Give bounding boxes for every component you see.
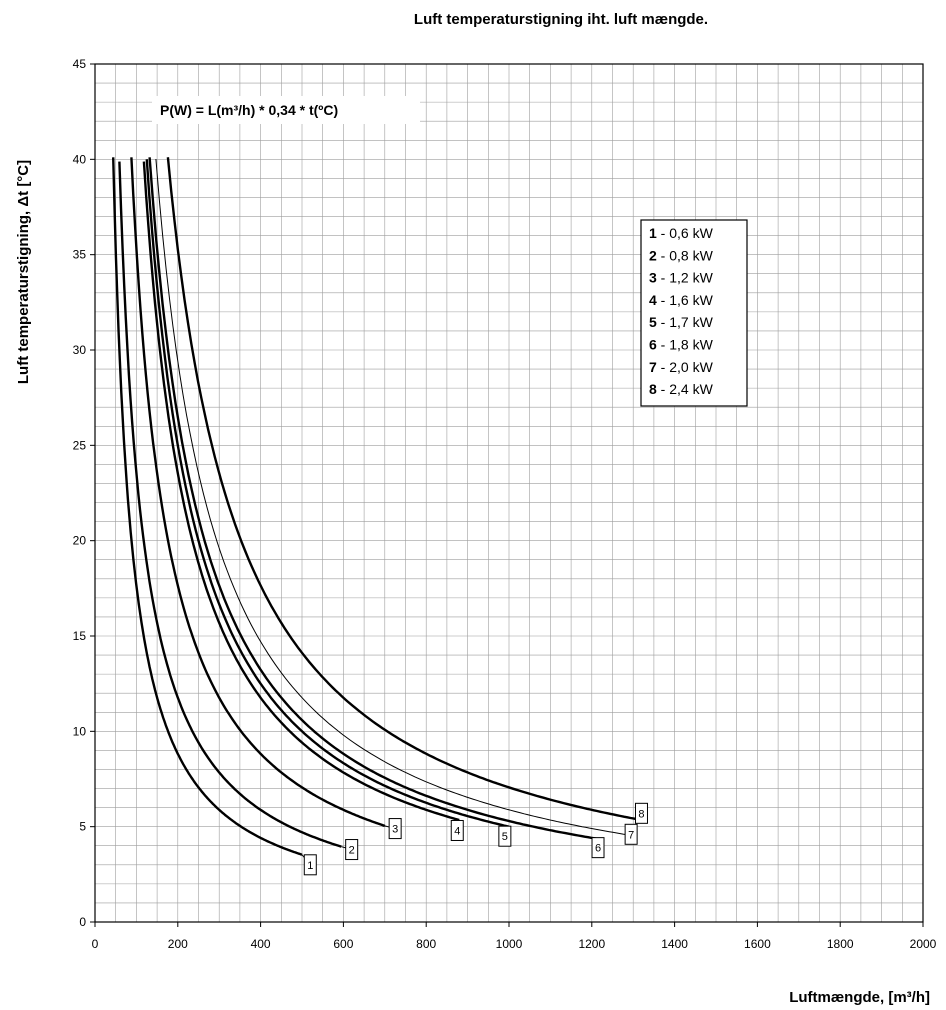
x-tick-label: 1000 bbox=[496, 937, 523, 951]
curve-5 bbox=[145, 159, 510, 828]
legend-entry: 1 - 0,6 kW bbox=[649, 225, 714, 241]
legend-entry-value: - 2,0 kW bbox=[657, 359, 714, 375]
curve-label-box bbox=[624, 823, 638, 845]
legend-entry-number: 4 bbox=[649, 292, 657, 308]
y-axis-label: Luft temperaturstigning, Δt [°C] bbox=[15, 160, 32, 384]
x-tick-label: 600 bbox=[333, 937, 353, 951]
formula-box bbox=[152, 96, 420, 124]
curve-6 bbox=[148, 157, 605, 842]
x-tick-label: 0 bbox=[92, 937, 99, 951]
legend: 1 - 0,6 kW2 - 0,8 kW3 - 1,2 kW4 - 1,6 kW… bbox=[640, 219, 748, 407]
curve-label-box bbox=[388, 818, 402, 840]
legend-entry-number: 6 bbox=[649, 337, 657, 353]
legend-entry: 7 - 2,0 kW bbox=[649, 359, 714, 375]
y-tick-label: 45 bbox=[73, 57, 87, 71]
x-tick-labels: 0 200 400 600 800 1000 1200 1400 1600 1800 2000 bbox=[92, 922, 937, 951]
x-tick-label: 200 bbox=[168, 937, 188, 951]
x-tick-label: 400 bbox=[251, 937, 271, 951]
y-tick-label: 0 bbox=[79, 915, 86, 929]
legend-entry: 3 - 1,2 kW bbox=[649, 270, 714, 286]
y-tick-label: 35 bbox=[73, 248, 87, 262]
legend-entry-value: - 0,6 kW bbox=[657, 225, 714, 241]
curve-7 bbox=[155, 158, 634, 837]
curve-label-box bbox=[345, 839, 359, 861]
x-tick-label: 1400 bbox=[661, 937, 688, 951]
chart-title: Luft temperaturstigning iht. luft mængde… bbox=[414, 11, 708, 28]
legend-entry: 6 - 1,8 kW bbox=[649, 337, 714, 353]
curve-label-7: 7 bbox=[628, 829, 634, 841]
legend-entry-number: 1 bbox=[649, 225, 657, 241]
y-tick-label: 10 bbox=[73, 724, 87, 738]
y-tick-label: 40 bbox=[73, 152, 87, 166]
curve-label-4: 4 bbox=[454, 825, 460, 837]
curves bbox=[112, 157, 638, 856]
legend-entry-number: 2 bbox=[649, 247, 657, 263]
curve-label-box bbox=[450, 819, 464, 841]
curve-2 bbox=[118, 161, 342, 848]
legend-entry-value: - 0,8 kW bbox=[657, 247, 714, 263]
y-tick-labels: 0 5 10 15 20 25 30 35 40 45 bbox=[73, 57, 95, 929]
legend-entry-value: - 2,4 kW bbox=[657, 381, 714, 397]
curve-end-labels: 1 2 3 4 5 6 78 bbox=[301, 802, 648, 876]
x-tick-label: 1600 bbox=[744, 937, 771, 951]
legend-entry-value: - 1,2 kW bbox=[657, 270, 714, 286]
curve-8 bbox=[166, 157, 638, 821]
y-tick-label: 30 bbox=[73, 343, 87, 357]
legend-entry: 5 - 1,7 kW bbox=[649, 314, 714, 330]
formula-annotation: P(W) = L(m³/h) * 0,34 * t(ºC) bbox=[160, 102, 338, 118]
curve-label-box bbox=[303, 854, 317, 876]
legend-box bbox=[640, 219, 748, 407]
curve-4 bbox=[142, 161, 460, 822]
legend-entry-value: - 1,8 kW bbox=[657, 337, 714, 353]
plot-area-border bbox=[94, 63, 924, 923]
y-tick-label: 25 bbox=[73, 438, 87, 452]
curve-label-6: 6 bbox=[595, 843, 601, 855]
legend-entry-number: 8 bbox=[649, 381, 657, 397]
curve-label-box bbox=[498, 825, 512, 847]
y-tick-label: 15 bbox=[73, 629, 87, 643]
curve-1 bbox=[112, 157, 303, 856]
legend-entry: 2 - 0,8 kW bbox=[649, 247, 714, 263]
y-tick-label: 20 bbox=[73, 534, 87, 548]
x-axis-label: Luftmængde, [m³/h] bbox=[789, 989, 930, 1006]
curve-label-1: 1 bbox=[307, 860, 313, 872]
curve-label-8: 8 bbox=[638, 808, 644, 820]
curve-label-3: 3 bbox=[392, 824, 398, 836]
curve-label-box bbox=[591, 837, 605, 859]
x-tick-label: 1200 bbox=[578, 937, 605, 951]
legend-entry-number: 3 bbox=[649, 270, 657, 286]
legend-entry-number: 5 bbox=[649, 314, 657, 330]
legend-entry-number: 7 bbox=[649, 359, 657, 375]
legend-entry: 8 - 2,4 kW bbox=[649, 381, 714, 397]
legend-entry-value: - 1,6 kW bbox=[657, 292, 714, 308]
grid bbox=[94, 63, 924, 923]
y-tick-label: 5 bbox=[79, 820, 86, 834]
legend-entry-value: - 1,7 kW bbox=[657, 314, 714, 330]
curve-label-box bbox=[634, 802, 648, 824]
curve-label-2: 2 bbox=[349, 845, 355, 857]
x-tick-label: 2000 bbox=[910, 937, 937, 951]
legend-entry: 4 - 1,6 kW bbox=[649, 292, 714, 308]
curve-label-5: 5 bbox=[502, 831, 508, 843]
x-tick-label: 1800 bbox=[827, 937, 854, 951]
curve-3 bbox=[130, 157, 386, 828]
x-tick-label: 800 bbox=[416, 937, 436, 951]
